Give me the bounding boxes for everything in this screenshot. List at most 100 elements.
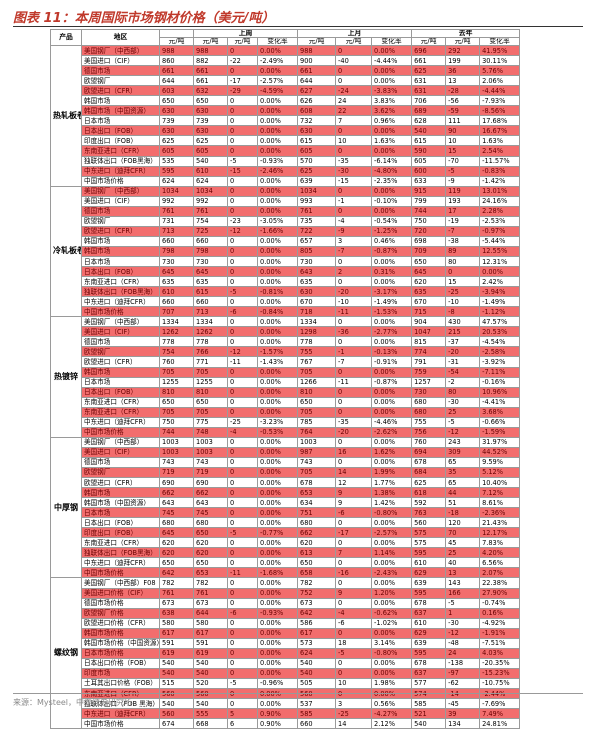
value-cell: 1.20%	[371, 587, 413, 599]
header-product: 产品	[50, 29, 82, 46]
value-cell: 630	[297, 286, 337, 298]
value-cell: 761	[193, 205, 228, 217]
value-cell: 610	[411, 617, 447, 629]
value-cell: 0.00%	[256, 366, 299, 378]
value-cell: 631	[411, 85, 447, 97]
value-cell: 505	[297, 677, 337, 690]
value-cell: 662	[193, 487, 228, 499]
value-cell: -30	[445, 396, 481, 408]
value-cell: 560	[411, 517, 447, 529]
table-row: 中国市场价格 624 624 0 0.00% 639 -15 -2.35% 633 -9 -1.42…	[51, 175, 521, 187]
value-cell: -20	[335, 426, 373, 438]
region-cell: 美国钢厂（中西部）	[81, 316, 160, 328]
region-cell: 中国市场价格	[81, 306, 160, 318]
table-row: 日本出口（FOB） 810 810 0 0.00% 810 0 0.00% 730 80 10.96…	[51, 386, 521, 398]
value-cell: 0.00%	[256, 557, 299, 569]
value-cell: -11.57%	[479, 155, 521, 167]
value-cell: -5	[335, 647, 373, 659]
value-cell: 20.53%	[479, 326, 521, 338]
value-cell: 745	[193, 507, 228, 519]
value-cell: 778	[159, 336, 194, 348]
value-cell: 5	[227, 708, 258, 720]
value-cell: 810	[159, 386, 194, 398]
value-cell: -1.49%	[479, 296, 521, 308]
value-cell: 31.97%	[479, 436, 521, 448]
value-cell: -11	[335, 376, 373, 388]
value-cell: 0	[335, 577, 373, 589]
value-cell: 6	[227, 718, 258, 729]
value-cell: -1.43%	[256, 356, 299, 368]
value-cell: 662	[297, 527, 337, 539]
value-cell: -0.77%	[256, 527, 299, 539]
value-cell: 0.00%	[371, 517, 413, 529]
value-cell: -4.44%	[479, 85, 521, 97]
region-cell: 韩国市场	[81, 95, 160, 107]
value-cell: 0.00%	[256, 386, 299, 398]
value-cell: 16.67%	[479, 125, 521, 137]
value-cell: 798	[193, 245, 228, 257]
header-unit: 元/吨	[193, 37, 228, 46]
value-cell: 750	[411, 215, 447, 227]
value-cell: 0	[227, 65, 258, 77]
value-cell: -0.97%	[479, 225, 521, 237]
value-cell: 698	[411, 235, 447, 247]
value-cell: 9	[335, 497, 373, 509]
value-cell: 0.00%	[256, 115, 299, 127]
value-cell: 0	[227, 617, 258, 629]
value-cell: 535	[159, 155, 194, 167]
value-cell: 735	[297, 215, 337, 227]
value-cell: -1.59%	[479, 426, 521, 438]
value-cell: 0	[335, 406, 373, 418]
table-row: 欧盟进口（CFR） 713 725 -12 -1.66% 722 -9 -1.25% 720 -7…	[51, 225, 521, 237]
value-cell: -11	[227, 356, 258, 368]
value-cell: 0.00%	[371, 406, 413, 418]
value-cell: 625	[159, 135, 194, 147]
value-cell: 992	[193, 195, 228, 207]
value-cell: -4	[335, 607, 373, 619]
value-cell: 782	[193, 577, 228, 589]
value-cell: 3	[335, 698, 373, 710]
table-row: 中东进口（迪拜CFR） 650 650 0 0.00% 650 0 0.00% 610 40 6.5…	[51, 557, 521, 569]
value-cell: 678	[411, 456, 447, 468]
value-cell: -4.27%	[371, 708, 413, 720]
value-cell: 754	[193, 215, 228, 227]
value-cell: 7.12%	[479, 487, 521, 499]
value-cell: 744	[411, 205, 447, 217]
region-cell: 韩国市场	[81, 487, 160, 499]
value-cell: -6	[335, 617, 373, 629]
value-cell: -0.96%	[256, 677, 299, 690]
value-cell: 0	[335, 627, 373, 639]
region-cell: 美国钢厂（中西部）	[81, 436, 160, 448]
value-cell: 739	[159, 115, 194, 127]
region-cell: 欧盟进口（CFR）	[81, 477, 160, 489]
value-cell: 2.54%	[479, 145, 521, 157]
value-cell: 610	[159, 286, 194, 298]
value-cell: 80	[445, 255, 481, 268]
value-cell: 9	[335, 487, 373, 499]
value-cell: 0	[227, 336, 258, 348]
value-cell: 0	[335, 75, 373, 87]
value-cell: -12	[227, 346, 258, 358]
value-cell: 625	[297, 165, 337, 177]
value-cell: 624	[297, 647, 337, 659]
region-cell: 日本市场	[81, 255, 160, 268]
value-cell: 782	[159, 577, 194, 589]
value-cell: 624	[159, 175, 194, 187]
value-cell: 670	[411, 296, 447, 308]
value-cell: 9.59%	[479, 456, 521, 468]
value-cell: 673	[297, 597, 337, 609]
value-cell: 642	[159, 567, 194, 579]
value-cell: 12.31%	[479, 255, 521, 268]
table-row: 欧盟钢厂价格 638 644 -6 -0.93% 642 -4 -0.62% 637 1 0.16%	[51, 607, 521, 619]
value-cell: 718	[297, 306, 337, 318]
value-cell: -7	[445, 225, 481, 237]
value-cell: 0	[335, 396, 373, 408]
value-cell: -1	[335, 195, 373, 207]
header-change: 变化率	[256, 37, 299, 46]
value-cell: 15	[445, 145, 481, 157]
value-cell: -0.91%	[371, 356, 413, 368]
value-cell: 629	[411, 567, 447, 579]
region-cell: 印度市场	[81, 667, 160, 679]
value-cell: 785	[297, 416, 337, 428]
value-cell: 0	[227, 456, 258, 468]
